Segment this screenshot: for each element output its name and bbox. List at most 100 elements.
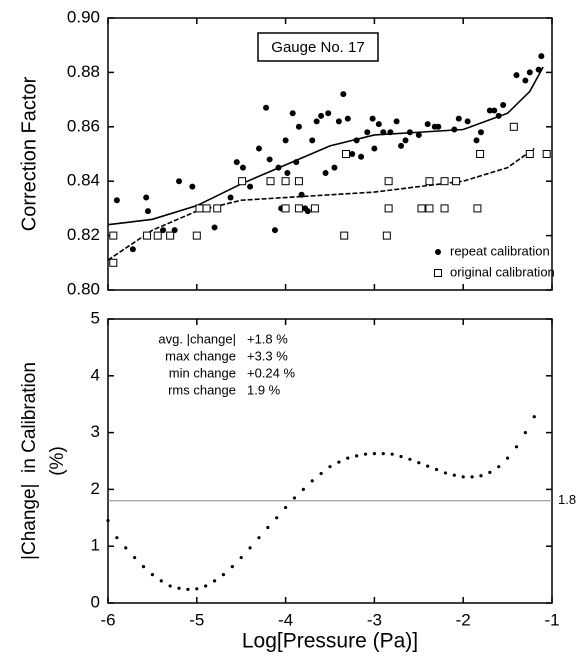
y-tick-label: 0.90: [67, 7, 100, 26]
point: [452, 177, 461, 186]
point: [227, 194, 234, 201]
point: [353, 137, 360, 144]
curve-dot: [399, 454, 403, 459]
curve-dot: [452, 473, 456, 477]
point: [294, 177, 303, 186]
point: [275, 164, 282, 171]
point: [284, 170, 291, 177]
curve-dot: [497, 465, 501, 469]
point: [281, 177, 290, 186]
point: [486, 107, 493, 114]
curve-dot: [355, 454, 359, 458]
point: [384, 177, 393, 186]
point: [398, 142, 405, 149]
point: [542, 150, 551, 158]
point: [358, 153, 365, 160]
point: [263, 104, 270, 111]
curve-dot: [319, 471, 323, 476]
point: [331, 164, 338, 171]
fit-curve: [107, 66, 544, 226]
curve-dot: [328, 465, 332, 469]
curve-dot: [284, 505, 288, 510]
curve-dot: [212, 579, 217, 583]
point: [371, 145, 378, 152]
point: [239, 164, 246, 171]
point: [289, 110, 296, 117]
point: [477, 129, 484, 136]
point: [526, 69, 533, 76]
curve-dot: [443, 471, 448, 475]
x-tick-label: -5: [189, 610, 204, 629]
curve-dot: [363, 452, 368, 456]
point: [238, 177, 247, 186]
point: [295, 123, 302, 130]
point: [344, 115, 351, 122]
curve-dot: [266, 525, 270, 530]
point: [476, 150, 485, 158]
point: [304, 208, 311, 215]
point: [349, 151, 356, 157]
point: [440, 204, 449, 213]
y-tick-label: 5: [91, 308, 100, 327]
point: [233, 159, 240, 166]
point: [451, 126, 458, 133]
point: [281, 204, 290, 213]
curve-dot: [417, 461, 421, 465]
point: [393, 118, 400, 125]
point: [473, 204, 482, 213]
point: [109, 258, 118, 267]
point: [247, 183, 254, 190]
point: [310, 204, 319, 213]
curve-dot: [310, 479, 314, 483]
curve-dot: [488, 470, 492, 474]
y-tick-label: 0.86: [67, 116, 100, 135]
point: [313, 118, 320, 125]
point: [500, 102, 507, 109]
curve-dot: [292, 496, 297, 500]
curve-dot: [532, 415, 536, 419]
point: [340, 231, 349, 240]
y-tick-label: 0.82: [67, 225, 100, 244]
curve-dot: [381, 452, 385, 456]
point: [129, 246, 136, 253]
curve-dot: [239, 555, 243, 560]
point: [192, 231, 201, 240]
y-tick-label: 3: [91, 422, 100, 441]
annotation-label: max change: [165, 348, 236, 363]
point: [255, 145, 262, 152]
point: [271, 227, 278, 234]
point: [266, 156, 273, 163]
point: [364, 129, 371, 136]
point: [425, 204, 434, 213]
curve-dot: [177, 586, 181, 590]
point: [387, 129, 394, 136]
point: [380, 129, 387, 136]
point: [406, 129, 413, 136]
y-tick-label: 1: [91, 536, 100, 555]
annotation-value: +1.8 %: [247, 331, 288, 346]
annotation-label: min change: [169, 365, 236, 380]
point: [282, 137, 289, 144]
curve-dot: [390, 452, 394, 456]
point: [293, 159, 300, 166]
chart-title: Gauge No. 17: [271, 39, 364, 56]
curve-dot: [168, 584, 172, 588]
point: [435, 123, 442, 130]
curve-dot: [257, 536, 261, 540]
curve-dot: [230, 565, 234, 569]
point: [382, 231, 391, 240]
legend-label: repeat calibration: [450, 243, 550, 258]
point: [455, 115, 462, 122]
curve-dot: [221, 573, 226, 577]
annotation-value: +0.24 %: [247, 365, 296, 380]
point: [425, 177, 434, 186]
point: [495, 112, 502, 119]
curve-dot: [479, 474, 483, 478]
curve-dot: [124, 546, 128, 550]
y-tick-label: 0.88: [67, 62, 100, 81]
point: [440, 177, 449, 186]
point: [369, 115, 376, 122]
annotation-label: avg. |change|: [158, 331, 236, 346]
curve-dot: [514, 445, 519, 449]
curve-dot: [337, 460, 341, 464]
